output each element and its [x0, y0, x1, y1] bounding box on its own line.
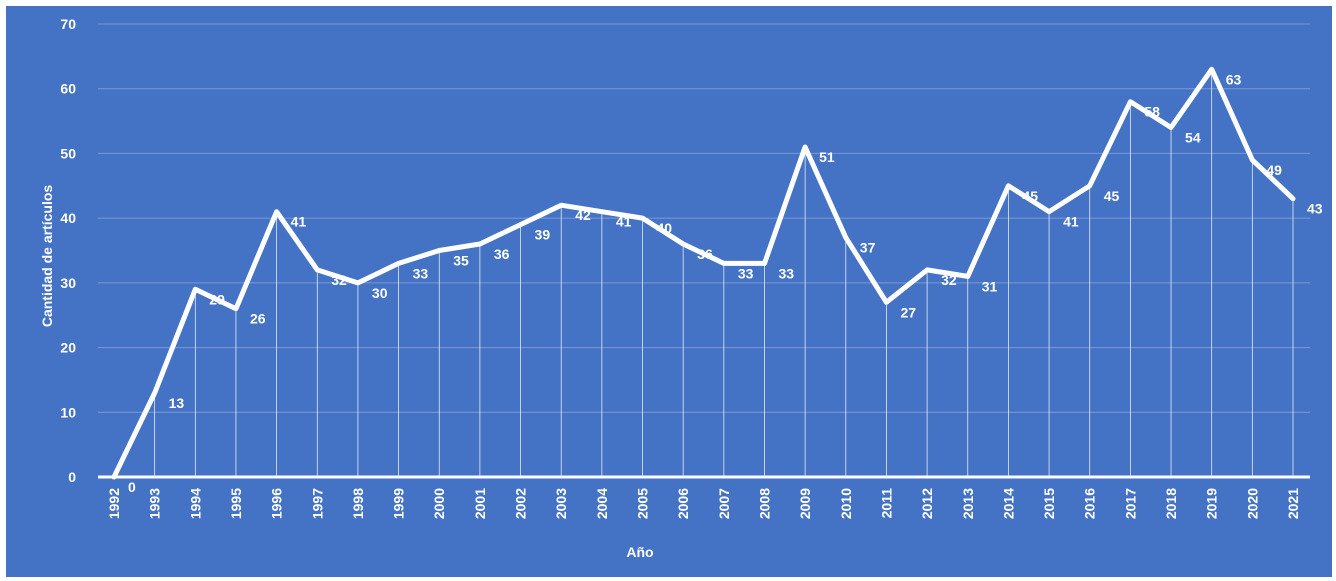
x-tick-label: 2000 — [431, 488, 447, 519]
y-tick-label: 50 — [60, 145, 76, 161]
data-label: 45 — [1104, 188, 1120, 204]
data-label: 41 — [616, 214, 632, 230]
data-label: 26 — [250, 311, 266, 327]
data-label: 35 — [453, 253, 469, 269]
x-tick-label: 2003 — [553, 488, 569, 519]
x-tick-label: 2019 — [1204, 488, 1220, 519]
data-label: 58 — [1144, 104, 1160, 120]
data-label: 37 — [860, 240, 876, 256]
data-label: 13 — [169, 395, 185, 411]
data-label: 32 — [331, 272, 347, 288]
x-tick-label: 2016 — [1082, 488, 1098, 519]
y-tick-label: 10 — [60, 404, 76, 420]
x-tick-label: 2002 — [513, 488, 529, 519]
x-tick-label: 2021 — [1285, 488, 1301, 519]
data-label: 54 — [1185, 130, 1201, 146]
x-tick-label: 2004 — [594, 488, 610, 519]
x-tick-label: 1995 — [228, 488, 244, 519]
data-label: 41 — [291, 214, 307, 230]
y-tick-label: 60 — [60, 81, 76, 97]
data-label: 31 — [982, 278, 998, 294]
data-label: 29 — [209, 291, 225, 307]
x-tick-label: 2012 — [919, 488, 935, 519]
y-tick-label: 40 — [60, 210, 76, 226]
x-tick-label: 1998 — [350, 488, 366, 519]
y-axis-ticks: 0 10 20 30 40 50 60 70 — [60, 16, 76, 485]
x-tick-label: 2009 — [797, 488, 813, 519]
x-tick-label: 2015 — [1041, 488, 1057, 519]
data-label: 33 — [778, 265, 794, 281]
x-tick-label: 2010 — [838, 488, 854, 519]
data-label: 27 — [900, 304, 916, 320]
x-axis-ticks: 1992 1993 1994 1995 1996 1997 1998 1999 2000 2001… — [106, 488, 1301, 519]
x-tick-label: 2001 — [472, 488, 488, 519]
data-label: 41 — [1063, 214, 1079, 230]
x-tick-label: 2018 — [1163, 488, 1179, 519]
y-tick-label: 20 — [60, 340, 76, 356]
y-tick-label: 30 — [60, 275, 76, 291]
data-label: 32 — [941, 272, 957, 288]
x-tick-label: 2006 — [675, 488, 691, 519]
data-label: 36 — [697, 246, 713, 262]
x-tick-label: 2011 — [878, 488, 894, 519]
x-tick-label: 1992 — [106, 488, 122, 519]
data-label: 43 — [1307, 201, 1323, 217]
x-tick-label: 2017 — [1122, 488, 1138, 519]
x-tick-label: 2008 — [756, 488, 772, 519]
x-tick-label: 1999 — [391, 488, 407, 519]
data-label: 40 — [657, 220, 673, 236]
data-label: 51 — [819, 149, 835, 165]
data-label: 33 — [738, 265, 754, 281]
x-tick-label: 1997 — [309, 488, 325, 519]
data-label: 0 — [128, 479, 136, 495]
y-tick-label: 0 — [68, 469, 76, 485]
y-tick-label: 70 — [60, 16, 76, 32]
data-label: 33 — [413, 265, 429, 281]
x-tick-label: 1993 — [147, 488, 163, 519]
data-label: 42 — [575, 207, 591, 223]
data-label: 36 — [494, 246, 510, 262]
x-tick-label: 2014 — [1000, 488, 1016, 519]
x-axis-title: Año — [626, 544, 653, 560]
data-label: 39 — [535, 227, 551, 243]
line-chart: 0 10 20 30 40 50 60 70 1992 1993 1994 1995 1996 1997… — [6, 6, 1332, 577]
data-label: 49 — [1266, 162, 1282, 178]
series-line — [114, 69, 1293, 477]
x-tick-label: 2007 — [716, 488, 732, 519]
x-tick-label: 1994 — [187, 488, 203, 519]
chart-area: 0 10 20 30 40 50 60 70 1992 1993 1994 1995 1996 1997… — [6, 6, 1332, 577]
x-tick-label: 1996 — [269, 488, 285, 519]
data-label: 45 — [1022, 188, 1038, 204]
x-tick-label: 2020 — [1244, 488, 1260, 519]
data-label: 63 — [1226, 71, 1242, 87]
y-axis-title: Cantidad de artículos — [39, 185, 55, 328]
x-tick-label: 2005 — [635, 488, 651, 519]
data-label: 30 — [372, 285, 388, 301]
x-tick-label: 2013 — [960, 488, 976, 519]
